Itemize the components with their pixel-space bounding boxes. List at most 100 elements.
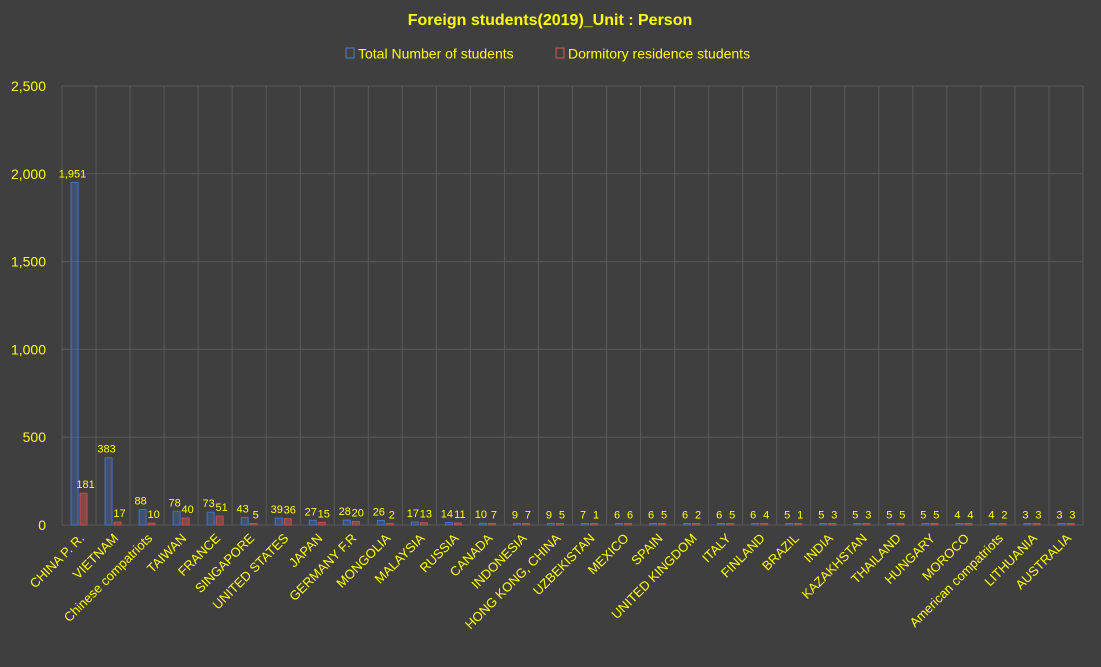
bar-dormitory bbox=[590, 523, 599, 526]
data-label-dormitory: 3 bbox=[831, 510, 837, 522]
data-label-dormitory: 5 bbox=[933, 510, 939, 522]
data-label-total: 1,951 bbox=[59, 168, 87, 180]
legend-swatch-dormitory bbox=[555, 47, 565, 59]
data-label-total: 5 bbox=[784, 510, 790, 522]
data-label-dormitory: 51 bbox=[216, 502, 228, 514]
data-label-dormitory: 5 bbox=[729, 510, 735, 522]
bar-dormitory bbox=[283, 518, 292, 526]
data-label-dormitory: 15 bbox=[318, 508, 330, 520]
data-label-total: 14 bbox=[441, 509, 453, 521]
data-label-dormitory: 17 bbox=[113, 508, 125, 520]
data-label-total: 6 bbox=[614, 510, 620, 522]
bar-total bbox=[70, 181, 79, 526]
bar-total bbox=[785, 523, 794, 526]
data-label-dormitory: 2 bbox=[695, 510, 701, 522]
data-label-total: 73 bbox=[203, 498, 215, 510]
data-label-total: 5 bbox=[818, 510, 824, 522]
bar-total bbox=[819, 523, 828, 526]
data-label-total: 5 bbox=[920, 510, 926, 522]
bar-total bbox=[478, 522, 487, 526]
bar-total bbox=[546, 522, 555, 526]
bar-dormitory bbox=[964, 523, 973, 526]
bar-dormitory bbox=[215, 515, 224, 526]
bar-dormitory bbox=[317, 521, 326, 526]
bar-total bbox=[172, 510, 181, 526]
bar-total bbox=[342, 519, 351, 526]
bar-dormitory bbox=[385, 523, 394, 526]
x-tick-label: BRAZIL bbox=[759, 531, 802, 574]
bar-dormitory bbox=[453, 522, 462, 526]
data-label-total: 3 bbox=[1056, 510, 1062, 522]
y-tick-label: 2,000 bbox=[11, 166, 46, 182]
data-label-dormitory: 36 bbox=[284, 505, 296, 517]
bar-dormitory bbox=[521, 523, 530, 526]
data-label-total: 5 bbox=[886, 510, 892, 522]
data-label-dormitory: 4 bbox=[763, 510, 769, 522]
bar-dormitory bbox=[828, 523, 837, 526]
data-label-dormitory: 11 bbox=[454, 509, 465, 521]
data-label-dormitory: 2 bbox=[1001, 510, 1007, 522]
bar-total bbox=[138, 509, 147, 526]
bar-dormitory bbox=[487, 523, 496, 526]
data-label-total: 5 bbox=[852, 510, 858, 522]
data-label-dormitory: 2 bbox=[389, 510, 395, 522]
y-axis: 0 500 1,000 1,500 2,000 2,500 bbox=[11, 78, 46, 533]
bar-total bbox=[717, 523, 726, 526]
y-tick-label: 1,500 bbox=[11, 254, 46, 270]
data-label-total: 6 bbox=[648, 510, 654, 522]
data-label-total: 43 bbox=[237, 503, 249, 515]
bar-total bbox=[649, 523, 658, 526]
data-label-total: 6 bbox=[750, 510, 756, 522]
data-label-total: 28 bbox=[339, 506, 351, 518]
bar-total bbox=[751, 523, 760, 526]
data-label-dormitory: 5 bbox=[899, 510, 905, 522]
bar-dormitory bbox=[419, 522, 428, 526]
y-tick-label: 2,500 bbox=[11, 78, 46, 94]
bar-dormitory bbox=[896, 523, 905, 526]
data-label-total: 17 bbox=[407, 508, 419, 520]
bar-dormitory bbox=[794, 523, 803, 526]
bar-dormitory bbox=[351, 520, 360, 526]
bar-dormitory bbox=[249, 523, 258, 526]
bar-dormitory bbox=[862, 523, 871, 526]
data-label-total: 9 bbox=[546, 509, 552, 521]
bars bbox=[70, 181, 1075, 526]
bar-dormitory bbox=[1032, 523, 1041, 526]
bar-total bbox=[240, 516, 249, 526]
data-label-dormitory: 7 bbox=[525, 510, 531, 522]
data-label-dormitory: 5 bbox=[253, 510, 259, 522]
data-label-dormitory: 6 bbox=[627, 510, 633, 522]
bar-total bbox=[1023, 523, 1032, 526]
data-label-total: 383 bbox=[97, 444, 115, 456]
data-label-dormitory: 5 bbox=[559, 510, 565, 522]
bar-total bbox=[989, 523, 998, 526]
bar-total bbox=[274, 517, 283, 526]
bar-total bbox=[410, 521, 419, 526]
y-tick-label: 0 bbox=[38, 517, 46, 533]
data-label-dormitory: 3 bbox=[1069, 510, 1075, 522]
data-label-dormitory: 13 bbox=[420, 509, 432, 521]
data-label-dormitory: 10 bbox=[147, 509, 159, 521]
data-label-dormitory: 3 bbox=[865, 510, 871, 522]
grid bbox=[61, 85, 1084, 526]
data-label-total: 88 bbox=[134, 496, 146, 508]
bar-total bbox=[444, 522, 453, 526]
data-label-dormitory: 1 bbox=[593, 510, 599, 522]
y-tick-label: 500 bbox=[23, 429, 47, 445]
data-label-total: 6 bbox=[682, 510, 688, 522]
data-label-dormitory: 40 bbox=[181, 504, 193, 516]
data-label-total: 10 bbox=[475, 509, 487, 521]
bar-total bbox=[1057, 523, 1066, 526]
bar-dormitory bbox=[692, 523, 701, 526]
bar-dormitory bbox=[555, 523, 564, 526]
data-label-dormitory: 181 bbox=[76, 479, 94, 491]
bar-total bbox=[853, 523, 862, 526]
x-tick-label: CHINA P. R. bbox=[27, 531, 88, 592]
bar-total bbox=[104, 457, 113, 526]
data-label-total: 7 bbox=[580, 510, 586, 522]
bar-total bbox=[955, 523, 964, 526]
bar-dormitory bbox=[147, 522, 156, 526]
bar-total bbox=[615, 523, 624, 526]
